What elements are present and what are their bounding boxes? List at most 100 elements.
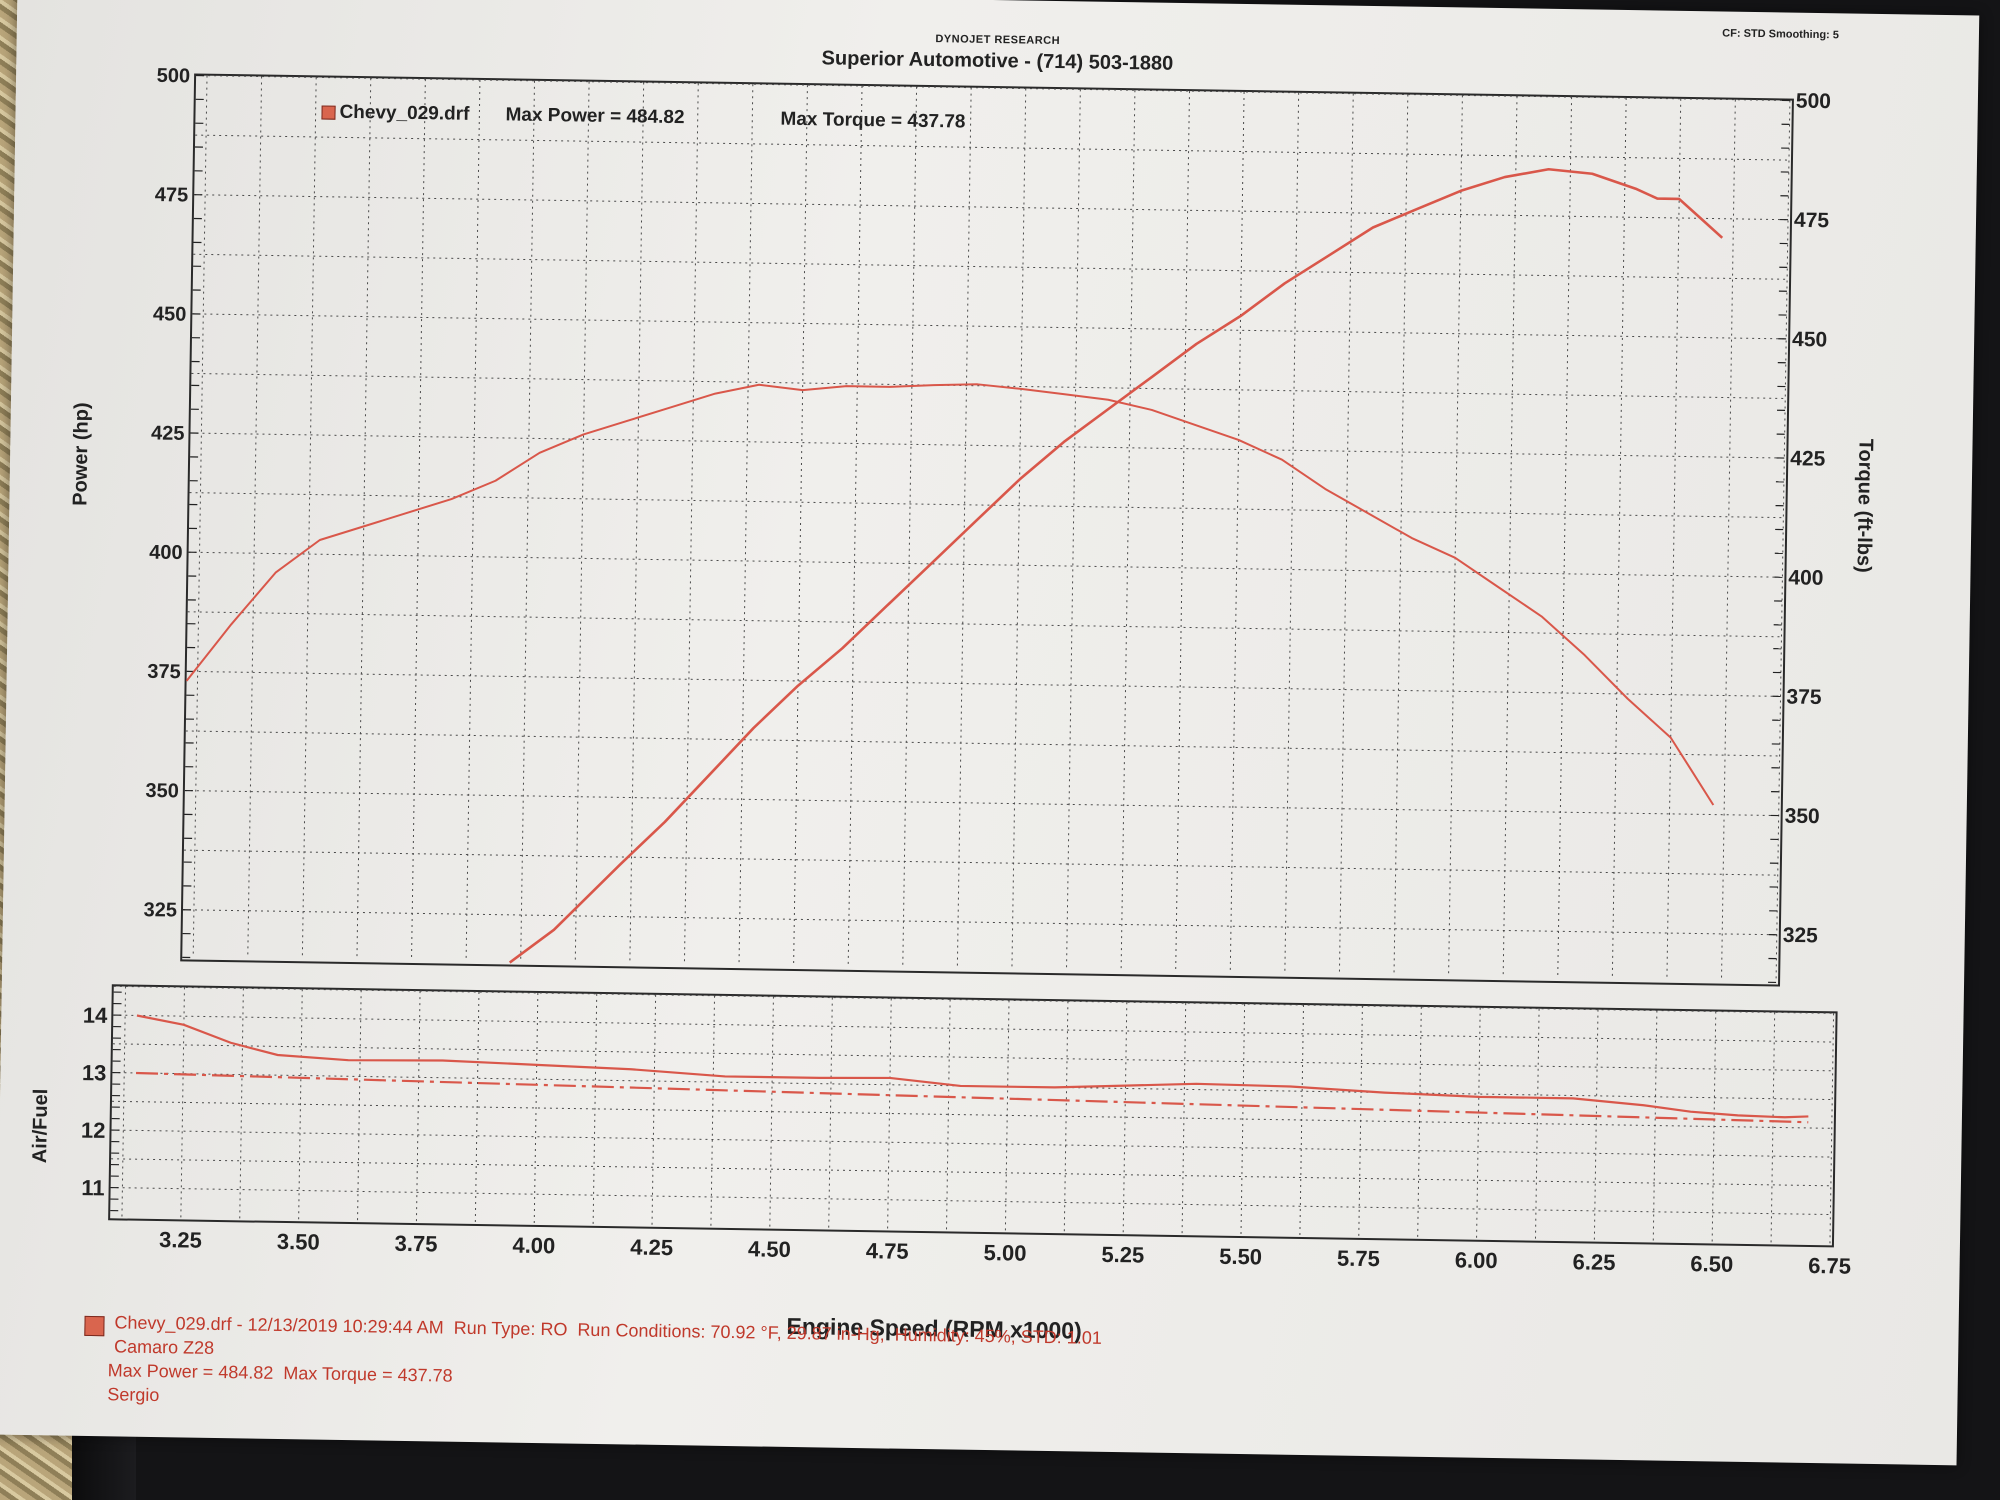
grid-line-v <box>793 85 808 967</box>
torque-tick-label: 375 <box>1786 686 1822 710</box>
grid-line-v <box>902 86 918 969</box>
torque-tick-label: 500 <box>1796 90 1831 114</box>
grid-line-v <box>465 79 481 962</box>
afr-grid-line-h <box>110 1187 1831 1216</box>
rpm-tick-label: 6.50 <box>1690 1251 1733 1277</box>
power-tick-label: 450 <box>153 303 187 326</box>
grid-line-h <box>191 372 1786 399</box>
power-tick-label: 425 <box>151 422 185 445</box>
afr-grid-line-v <box>474 992 480 1223</box>
afr-grid-line-h <box>113 1014 1834 1043</box>
grid-line-h <box>192 313 1787 340</box>
grid-line-h <box>187 611 1782 638</box>
afr-grid-line-v <box>533 992 539 1223</box>
rpm-tick-label: 5.75 <box>1337 1246 1380 1272</box>
rpm-tick-label: 6.25 <box>1572 1249 1615 1275</box>
afr-grid-line-v <box>121 986 127 1217</box>
grid-line-v <box>1284 92 1300 975</box>
grid-line-h <box>182 909 1777 936</box>
afr-grid-line-v <box>1122 1002 1128 1233</box>
rpm-tick-label: 5.50 <box>1219 1244 1262 1270</box>
grid-line-v <box>738 84 754 967</box>
torque-tick-label: 475 <box>1794 209 1830 233</box>
grid-line-v <box>1175 91 1191 974</box>
rpm-tick-label: 6.00 <box>1455 1247 1498 1273</box>
grid-line-v <box>683 83 699 966</box>
power-tick-label: 475 <box>155 184 189 207</box>
afr-grid-line-v <box>1829 1013 1835 1244</box>
grid-line-h <box>190 432 1785 459</box>
torque-tick-label: 400 <box>1788 566 1823 590</box>
torque-curve <box>185 383 1715 806</box>
grid-line-v <box>520 80 536 963</box>
afr-grid-line-v <box>1240 1004 1246 1235</box>
afr-grid-line-v <box>298 989 303 1220</box>
afr-grid-line-v <box>946 999 951 1230</box>
rpm-tick-label: 4.25 <box>630 1234 673 1260</box>
footer-vehicle: Camaro Z28 <box>113 1336 215 1358</box>
afr-target-line <box>135 1071 1809 1124</box>
afr-tick-label: 14 <box>83 1003 109 1028</box>
afr-grid-line-h <box>111 1158 1831 1187</box>
afr-curve <box>136 1014 1809 1119</box>
grid-line-v <box>1666 98 1682 981</box>
afr-grid-line-h <box>111 1129 1832 1158</box>
afr-grid-line-v <box>1417 1006 1422 1237</box>
afr-tick-label: 11 <box>81 1175 105 1200</box>
torque-tick-label: 450 <box>1792 328 1827 352</box>
rpm-tick-label: 3.50 <box>277 1229 320 1255</box>
grid-line-v <box>1502 96 1518 979</box>
afr-grid-line-v <box>828 997 833 1228</box>
grid-line-v <box>1557 97 1573 980</box>
rpm-tick-label: 5.25 <box>1101 1242 1144 1268</box>
rpm-tick-label: 6.75 <box>1808 1253 1851 1279</box>
afr-grid-line-v <box>180 987 185 1218</box>
power-tick-label: 325 <box>143 899 177 922</box>
torque-tick-label: 350 <box>1784 805 1819 829</box>
grid-line-v <box>1120 90 1136 973</box>
footer-swatch <box>84 1315 105 1337</box>
rpm-tick-label: 5.00 <box>983 1240 1026 1266</box>
grid-line-h <box>183 849 1778 876</box>
grid-line-h <box>185 730 1780 757</box>
grid-line-v <box>847 85 863 968</box>
afr-grid-line-v <box>1770 1012 1776 1243</box>
dyno-sheet: DYNOJET RESEARCH Superior Automotive - (… <box>0 0 1980 1466</box>
footer-operator: Sergio <box>107 1384 160 1406</box>
grid-line-v <box>1229 91 1245 974</box>
rpm-tick-label: 4.50 <box>748 1236 791 1262</box>
afr-tick-label: 12 <box>81 1118 106 1143</box>
grid-line-v <box>1448 95 1463 978</box>
power-tick-label: 350 <box>145 780 179 803</box>
grid-line-v <box>1611 97 1627 980</box>
grid-line-h <box>193 253 1788 280</box>
grid-line-v <box>192 75 208 958</box>
afr-grid-line-v <box>769 996 774 1227</box>
grid-line-v <box>1011 88 1027 971</box>
grid-line-v <box>1338 93 1354 976</box>
grid-line-h <box>188 551 1783 578</box>
grid-line-h <box>184 790 1779 817</box>
afr-grid-line-h <box>111 1100 1832 1129</box>
grid-line-h <box>186 670 1781 697</box>
grid-line-v <box>410 79 426 961</box>
afr-tick-label: 13 <box>82 1060 107 1085</box>
grid-line-v <box>1065 89 1081 972</box>
grid-line-v <box>301 77 317 960</box>
rpm-tick-label: 3.25 <box>159 1227 202 1253</box>
grid-line-h <box>194 194 1789 221</box>
grid-line-v <box>247 76 263 959</box>
afr-grid-line-v <box>1534 1008 1540 1239</box>
power-tick-label: 500 <box>157 65 191 88</box>
afr-grid-line-v <box>887 998 892 1229</box>
grid-line-v <box>356 78 372 961</box>
power-tick-label: 375 <box>147 661 181 684</box>
afr-grid-line-v <box>239 988 244 1219</box>
grid-line-h <box>196 74 1790 102</box>
grid-line-v <box>1775 100 1791 983</box>
power-curve <box>508 167 1724 964</box>
power-torque-plot: 325 350 375 400 425 450 475 500 325 350 375 400 425 4… <box>81 65 1851 1279</box>
grid-line-v <box>574 81 590 964</box>
afr-grid-line-h <box>113 985 1834 1014</box>
afr-grid-line-v <box>1181 1003 1187 1234</box>
